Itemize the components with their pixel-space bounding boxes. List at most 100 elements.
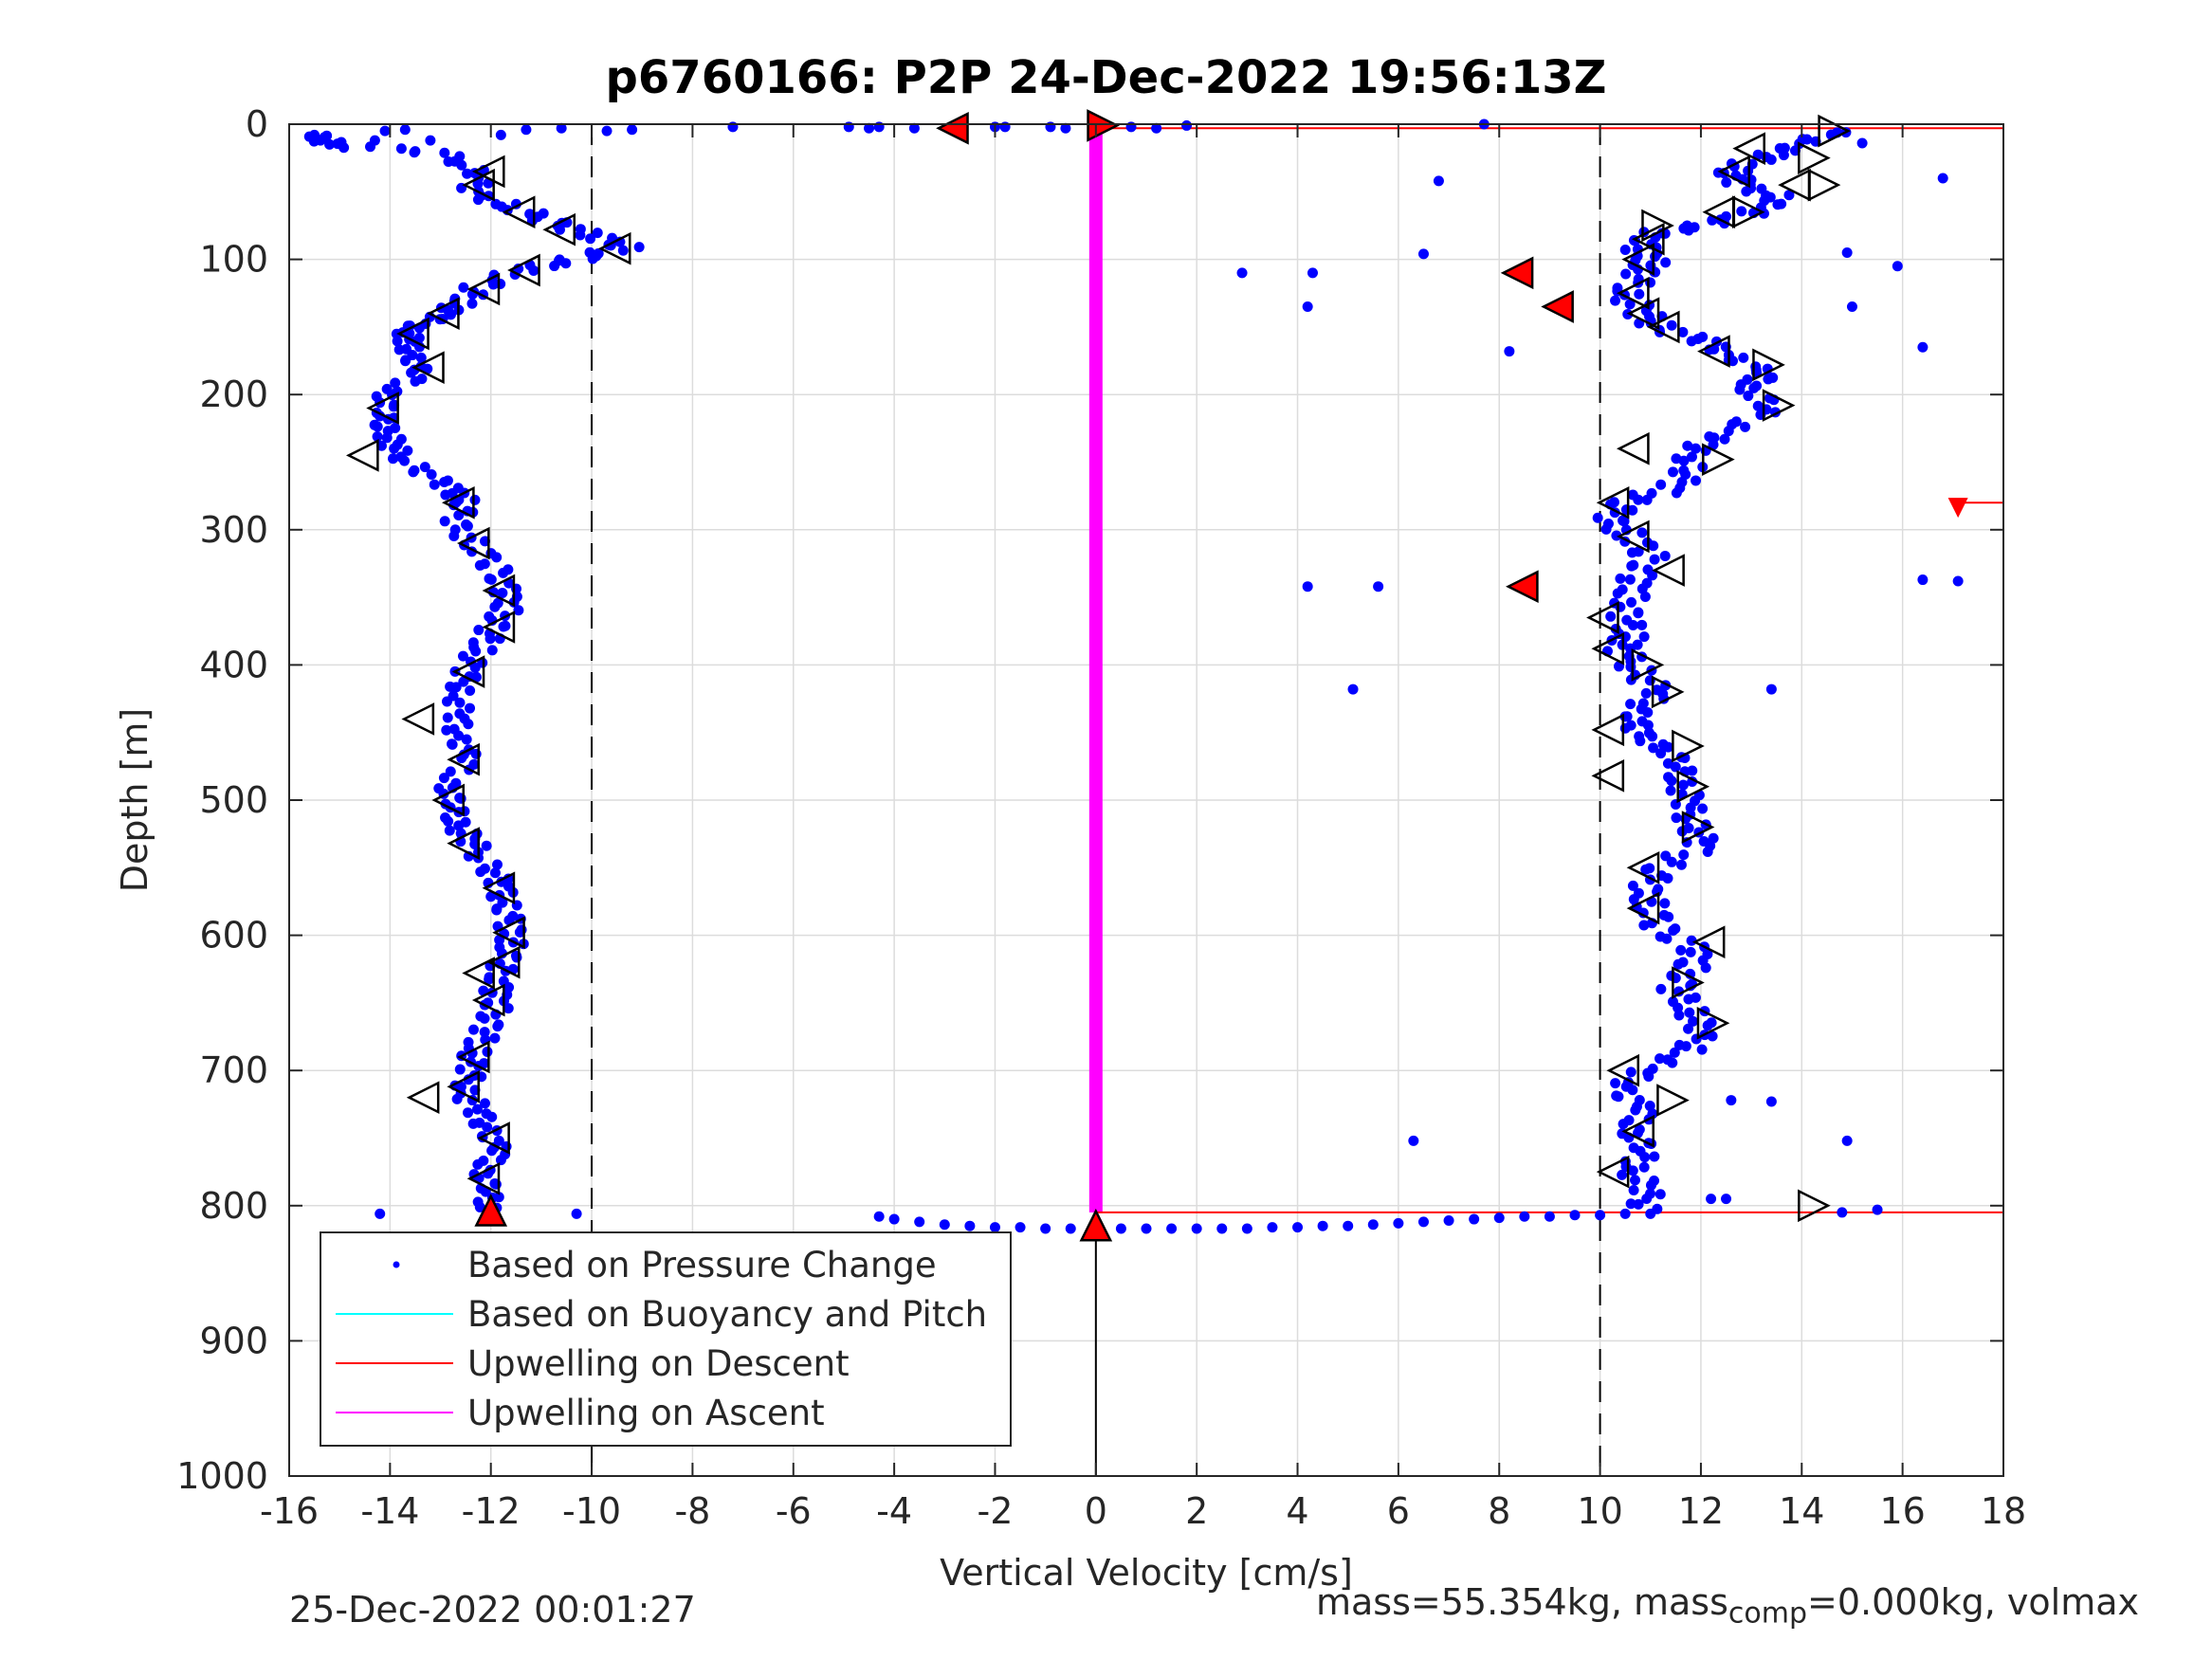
- data-point: [1633, 1198, 1644, 1210]
- data-point: [1307, 267, 1318, 279]
- data-point: [1706, 1194, 1717, 1205]
- data-point: [1765, 684, 1777, 695]
- triangle-marker: [1672, 729, 1705, 763]
- triangle-marker: [507, 253, 540, 287]
- triangle-marker: [345, 439, 379, 472]
- data-point: [1417, 248, 1429, 260]
- data-point: [1617, 1169, 1628, 1180]
- x-tick-label: 4: [1286, 1490, 1308, 1532]
- data-point: [1610, 1078, 1621, 1089]
- data-point: [521, 124, 532, 136]
- data-point: [456, 159, 467, 171]
- data-point: [469, 494, 481, 505]
- data-point: [1592, 512, 1603, 523]
- data-point: [429, 479, 440, 490]
- data-point: [492, 1021, 503, 1032]
- data-point: [408, 466, 419, 478]
- data-point: [1702, 847, 1713, 858]
- data-point: [1702, 1020, 1713, 1031]
- triangle-marker: [1702, 443, 1735, 476]
- triangle-marker: [1596, 485, 1630, 520]
- triangle-marker: [1621, 1115, 1654, 1148]
- triangle-marker: [936, 111, 969, 145]
- data-point: [466, 298, 478, 309]
- data-point: [873, 1211, 885, 1222]
- data-point: [390, 377, 401, 389]
- data-point: [1683, 225, 1694, 236]
- data-point: [1666, 319, 1677, 331]
- data-point: [1519, 1211, 1530, 1222]
- data-point: [465, 702, 476, 714]
- data-point: [633, 242, 645, 253]
- x-tick-label: -10: [562, 1490, 621, 1532]
- data-point: [1635, 736, 1646, 747]
- triangle-marker: [406, 1081, 440, 1115]
- data-point: [438, 773, 449, 784]
- data-point: [503, 915, 515, 926]
- triangle-marker: [1798, 1189, 1831, 1223]
- data-point: [465, 684, 476, 696]
- data-point: [1649, 1151, 1660, 1162]
- data-point: [410, 375, 421, 387]
- data-point: [1605, 611, 1617, 622]
- data-point: [503, 1003, 514, 1014]
- data-point: [1373, 581, 1384, 592]
- data-point: [454, 697, 466, 708]
- data-point: [447, 738, 458, 750]
- data-point: [444, 825, 455, 836]
- data-point: [399, 455, 411, 466]
- data-point: [1671, 812, 1682, 824]
- data-point: [513, 605, 524, 616]
- data-point: [1627, 620, 1638, 631]
- data-point: [1166, 1223, 1178, 1234]
- data-point: [482, 1121, 493, 1133]
- data-point: [1408, 1135, 1419, 1146]
- data-point: [1443, 1214, 1454, 1226]
- data-point: [309, 129, 320, 140]
- triangle-marker: [1641, 209, 1674, 243]
- triangle-marker: [482, 574, 516, 608]
- y-tick-label: 0: [246, 103, 268, 145]
- data-point: [440, 489, 451, 501]
- legend: Based on Pressure Change Based on Buoyanc…: [320, 1231, 1012, 1447]
- data-point: [1841, 246, 1853, 258]
- data-point: [406, 367, 417, 378]
- data-point: [439, 147, 450, 158]
- triangle-marker: [492, 916, 525, 950]
- triangle-marker: [1762, 389, 1796, 422]
- data-point: [453, 730, 465, 741]
- data-point: [1708, 439, 1719, 450]
- chart-title: p6760166: P2P 24-Dec-2022 19:56:13Z: [605, 51, 1607, 104]
- triangle-marker: [471, 983, 505, 1017]
- triangle-marker: [466, 272, 501, 306]
- data-point: [1765, 154, 1777, 165]
- triangle-marker: [1079, 1208, 1113, 1242]
- y-tick-label: 800: [199, 1185, 268, 1227]
- data-point: [549, 261, 560, 272]
- data-point: [426, 468, 437, 480]
- data-point: [1728, 356, 1739, 367]
- data-point: [1719, 433, 1730, 445]
- triangle-marker: [447, 1069, 480, 1103]
- data-point: [1707, 1030, 1718, 1042]
- data-point: [463, 1107, 474, 1119]
- tick-labels: -16 -14 -12 -10 -8 -6 -4 -2 0 2 4 6 8 10 12 14 16 18 0 100 2…: [176, 103, 2026, 1532]
- data-point: [410, 146, 421, 157]
- data-point: [1670, 761, 1681, 773]
- data-point: [1433, 175, 1444, 187]
- data-point: [1643, 1070, 1654, 1082]
- triangle-marker: [1591, 631, 1625, 665]
- footer-mass-text: mass=55.354kg, mass: [1316, 1581, 1728, 1623]
- data-point: [1661, 933, 1673, 944]
- data-point: [1615, 573, 1626, 584]
- data-point: [454, 1064, 466, 1075]
- data-point: [441, 724, 452, 736]
- data-point: [1612, 588, 1623, 599]
- data-point: [485, 574, 497, 585]
- data-point: [1846, 301, 1857, 313]
- data-point: [575, 229, 586, 241]
- series-lines: [1088, 127, 2003, 1213]
- data-point: [490, 1178, 502, 1190]
- data-point: [1191, 1223, 1202, 1234]
- data-point: [1917, 341, 1929, 353]
